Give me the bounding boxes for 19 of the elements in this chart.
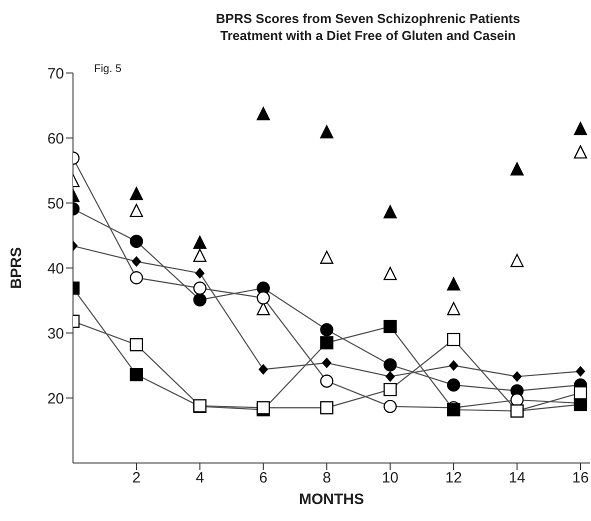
x-tick-label: 10	[382, 470, 399, 487]
x-tick-label: 4	[196, 470, 204, 487]
x-tick-label: 2	[132, 470, 141, 487]
y-tick-label: 70	[47, 65, 64, 82]
y-tick-label: 50	[47, 195, 64, 212]
chart-title: BPRS Scores from Seven Schizophrenic Patients	[214, 10, 522, 27]
y-tick-label: 20	[47, 390, 64, 408]
x-tick-label: 16	[572, 470, 589, 487]
y-tick-label: 30	[47, 325, 64, 342]
x-tick-label: 8	[322, 470, 331, 487]
y-tick-label: 60	[47, 130, 64, 148]
chart-subtitle: Treatment with a Diet Free of Gluten and Casein	[219, 27, 517, 44]
y-tick-label: 40	[47, 260, 64, 278]
x-tick-label: 6	[259, 470, 268, 487]
x-axis-title: MONTHS	[298, 491, 365, 508]
y-axis-title: BPRS	[8, 247, 25, 289]
x-tick-label: 14	[508, 470, 526, 487]
x-tick-label: 12	[445, 470, 462, 487]
annotation: Fig. 5	[94, 63, 122, 75]
